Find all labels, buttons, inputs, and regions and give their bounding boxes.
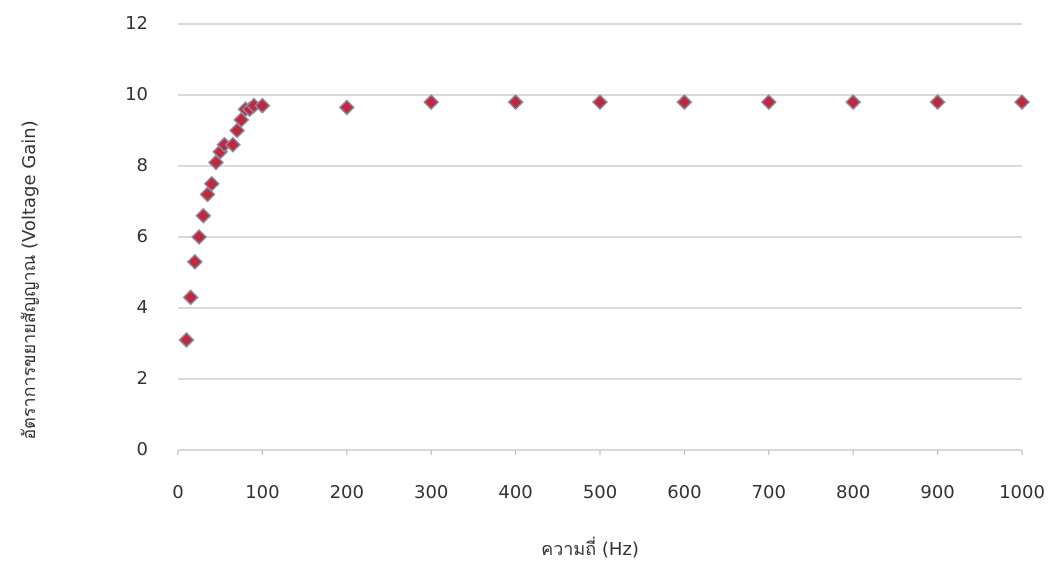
x-tick-label: 100 <box>245 482 279 503</box>
data-point <box>509 95 523 109</box>
y-tick-label: 10 <box>125 84 148 105</box>
x-axis-title: ความถี่ (Hz) <box>541 536 639 560</box>
data-point <box>424 95 438 109</box>
data-point <box>226 138 240 152</box>
x-tick-label: 400 <box>498 482 532 503</box>
x-tick-label: 800 <box>836 482 870 503</box>
x-tick-label: 700 <box>752 482 786 503</box>
x-tick-label: 900 <box>920 482 954 503</box>
data-point <box>192 230 206 244</box>
data-point <box>196 209 210 223</box>
y-tick-label: 2 <box>137 368 148 389</box>
data-point <box>677 95 691 109</box>
data-point <box>593 95 607 109</box>
data-point <box>931 95 945 109</box>
data-point <box>1015 95 1029 109</box>
data-point <box>762 95 776 109</box>
x-tick-label: 1000 <box>999 482 1045 503</box>
chart: ความถี่ (Hz) อัตราการขยายสัญญาณ (Voltage… <box>0 0 1053 565</box>
data-point <box>184 290 198 304</box>
data-point <box>179 333 193 347</box>
y-tick-label: 0 <box>137 439 148 460</box>
x-tick-label: 200 <box>330 482 364 503</box>
data-point <box>340 100 354 114</box>
x-tick-label: 500 <box>583 482 617 503</box>
data-point <box>188 255 202 269</box>
data-point <box>846 95 860 109</box>
x-tick-label: 300 <box>414 482 448 503</box>
y-tick-label: 8 <box>137 155 148 176</box>
x-tick-label: 0 <box>172 482 183 503</box>
y-tick-label: 12 <box>125 13 148 34</box>
x-tick-label: 600 <box>667 482 701 503</box>
y-axis-title: อัตราการขยายสัญญาณ (Voltage Gain) <box>19 120 40 439</box>
y-tick-label: 6 <box>137 226 148 247</box>
data-point <box>255 99 269 113</box>
y-tick-label: 4 <box>137 297 148 318</box>
